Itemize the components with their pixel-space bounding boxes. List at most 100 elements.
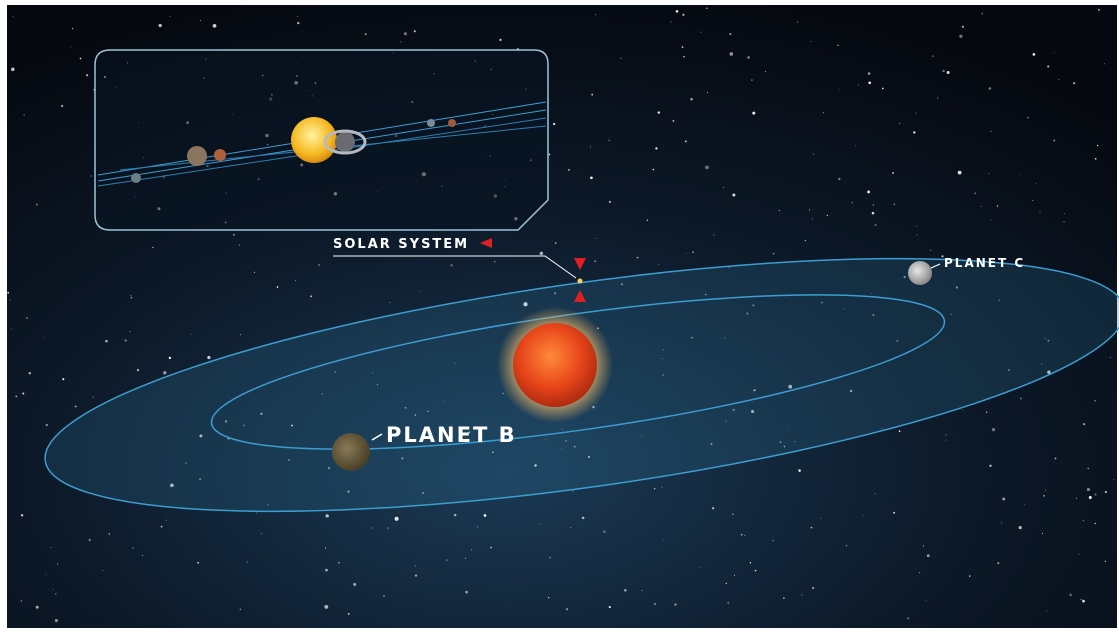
star — [540, 252, 544, 256]
star — [823, 112, 824, 113]
star — [1098, 9, 1100, 11]
star — [51, 547, 52, 548]
star — [772, 540, 773, 541]
star — [685, 141, 687, 143]
star — [672, 120, 674, 122]
star — [471, 549, 472, 550]
star — [682, 14, 684, 16]
star — [595, 238, 596, 239]
star — [603, 531, 605, 533]
star — [1081, 599, 1082, 600]
star — [892, 172, 894, 174]
solar-system-label: SOLAR SYSTEM — [333, 237, 469, 252]
star — [297, 16, 298, 17]
star — [213, 24, 217, 28]
star — [484, 514, 487, 517]
star — [297, 22, 299, 24]
star — [277, 286, 279, 288]
star — [658, 264, 659, 265]
inset-planet — [427, 119, 435, 127]
star — [566, 608, 568, 610]
star — [55, 619, 58, 622]
star — [706, 8, 707, 9]
star — [734, 575, 735, 576]
star — [137, 369, 139, 371]
star — [240, 609, 241, 610]
star — [899, 123, 900, 124]
star — [755, 570, 757, 572]
star — [105, 340, 108, 343]
star — [1095, 523, 1096, 524]
star — [827, 215, 828, 216]
page: {"labels": {"solar_system": "SOLAR SYSTE… — [0, 0, 1119, 632]
star — [974, 192, 976, 194]
star — [131, 297, 133, 299]
star — [348, 613, 350, 615]
star — [22, 393, 24, 395]
star — [7, 292, 9, 294]
star — [152, 247, 153, 248]
star — [805, 240, 806, 241]
star — [1001, 523, 1002, 524]
inset-sun — [291, 117, 337, 163]
star — [872, 212, 875, 215]
star — [88, 539, 90, 541]
star — [797, 22, 798, 23]
star — [661, 487, 662, 488]
star — [1083, 520, 1084, 521]
star — [36, 606, 39, 609]
star — [247, 561, 248, 562]
star — [932, 55, 933, 56]
star — [553, 123, 555, 125]
star — [404, 32, 407, 35]
star — [383, 596, 384, 597]
star — [991, 131, 992, 132]
star — [919, 572, 920, 573]
star — [161, 526, 163, 528]
star — [1043, 495, 1045, 497]
star — [490, 547, 492, 549]
star — [109, 533, 110, 534]
star — [1036, 183, 1037, 184]
star — [46, 424, 48, 426]
star — [730, 52, 733, 55]
star — [70, 47, 71, 48]
star — [647, 220, 648, 221]
star — [875, 224, 877, 226]
star — [414, 30, 416, 32]
star — [570, 527, 571, 528]
star — [1083, 423, 1085, 425]
star — [548, 597, 549, 598]
star — [353, 583, 356, 586]
star — [80, 58, 82, 60]
star — [310, 295, 312, 297]
star — [674, 603, 676, 605]
star — [852, 202, 853, 203]
star — [1064, 213, 1065, 214]
inset-planet — [131, 173, 141, 183]
star — [555, 242, 556, 243]
star — [801, 595, 802, 596]
star — [752, 112, 755, 115]
star — [946, 434, 947, 435]
star — [916, 226, 917, 227]
star — [765, 71, 766, 72]
star — [1024, 504, 1025, 505]
star — [55, 593, 56, 594]
star — [465, 558, 466, 559]
star — [233, 234, 235, 236]
star — [1110, 357, 1111, 358]
star — [654, 603, 656, 605]
star — [415, 565, 416, 566]
inset-planet — [214, 149, 226, 161]
star — [962, 410, 963, 411]
planet-b — [332, 433, 370, 471]
star — [930, 250, 931, 251]
star — [863, 515, 864, 516]
star — [682, 46, 684, 48]
star — [942, 70, 944, 72]
star — [729, 33, 731, 35]
star — [86, 74, 88, 76]
star — [75, 405, 77, 407]
star — [591, 94, 593, 96]
